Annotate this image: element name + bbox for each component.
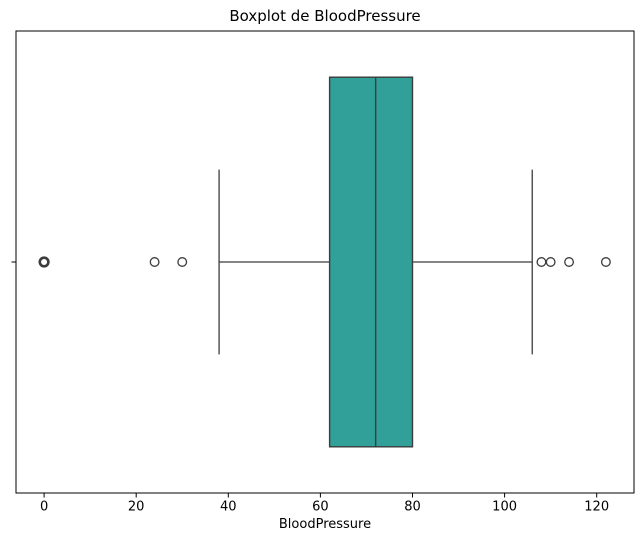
chart-title: Boxplot de BloodPressure: [229, 7, 421, 25]
outlier-flier: [149, 257, 160, 267]
x-axis-label: BloodPressure: [278, 517, 372, 532]
x-tick-label: 0: [40, 500, 48, 515]
x-tick-label: 120: [584, 500, 609, 515]
outlier-flier: [545, 257, 556, 267]
x-tick-label: 60: [312, 500, 329, 515]
x-tick-label: 40: [220, 500, 237, 515]
outlier-flier: [536, 257, 547, 267]
x-tick-label: 80: [404, 500, 421, 515]
x-tick-label: 20: [128, 500, 145, 515]
outlier-flier: [564, 257, 575, 267]
x-tick-label: 100: [492, 500, 517, 515]
outlier-flier: [177, 257, 188, 267]
box-iqr: [328, 76, 414, 448]
outlier-flier: [600, 257, 611, 267]
outlier-flier: [38, 256, 50, 268]
